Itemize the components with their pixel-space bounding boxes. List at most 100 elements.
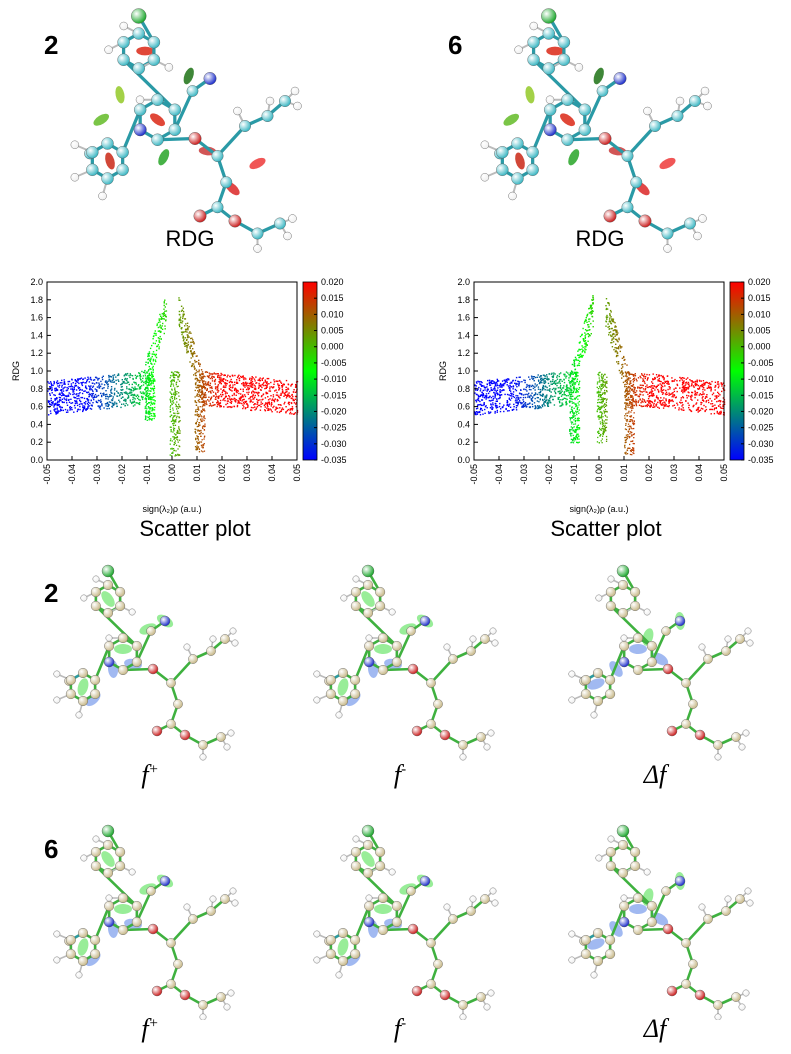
scatter-point: [173, 415, 175, 417]
scatter-point: [574, 382, 577, 384]
scatter-point: [151, 407, 154, 409]
scatter-point: [163, 332, 165, 335]
scatter-point: [534, 376, 537, 379]
scatter-point: [236, 376, 239, 379]
scatter-point: [581, 351, 583, 353]
scatter-point: [150, 396, 152, 398]
scatter-point: [76, 401, 78, 403]
scatter-point: [245, 378, 247, 380]
scatter-point: [584, 336, 587, 339]
scatter-point: [570, 381, 572, 384]
scatter-point: [477, 398, 479, 401]
scatter-point: [597, 388, 600, 390]
scatter-point: [287, 387, 289, 389]
scatter-point: [616, 329, 618, 332]
scatter-point: [534, 389, 536, 391]
scatter-point: [196, 435, 198, 437]
scatter-point: [147, 362, 149, 364]
scatter-point: [634, 387, 636, 389]
scatter-point: [267, 399, 270, 401]
scatter-point: [51, 404, 53, 406]
scatter-point: [233, 405, 236, 408]
scatter-point: [199, 384, 201, 387]
scatter-point: [625, 405, 627, 407]
scatter-point: [150, 402, 153, 404]
scatter-point: [266, 381, 268, 383]
scatter-point: [612, 333, 614, 336]
scatter-point: [222, 380, 225, 383]
scatter-point: [588, 334, 590, 336]
scatter-point: [142, 391, 144, 393]
scatter-point: [479, 390, 482, 392]
scatter-point: [662, 399, 664, 401]
scatter-point: [604, 424, 606, 426]
scatter-point: [165, 310, 168, 312]
scatter-point: [196, 445, 198, 447]
scatter-point: [244, 401, 247, 403]
scatter-point: [589, 318, 591, 320]
scatter-point: [155, 353, 157, 356]
scatter-point: [520, 403, 522, 405]
scatter-point: [170, 414, 172, 416]
scatter-point: [578, 428, 581, 430]
scatter-point: [714, 389, 716, 391]
scatter-point: [668, 394, 670, 396]
scatter-point: [655, 405, 657, 407]
scatter-point: [616, 347, 618, 349]
scatter-point: [63, 397, 65, 399]
scatter-point: [499, 382, 502, 385]
scatter-point: [578, 438, 580, 440]
scatter-point: [575, 358, 577, 360]
scatter-point: [150, 384, 152, 386]
scatter-point: [577, 350, 579, 352]
scatter-point: [604, 378, 606, 381]
scatter-point: [56, 409, 59, 411]
scatter-point: [633, 449, 635, 451]
scatter-point: [247, 393, 249, 395]
scatter-point: [178, 323, 181, 325]
scatter-point: [599, 423, 602, 425]
scatter-point: [220, 405, 222, 407]
scatter-point: [195, 404, 197, 406]
scatter-point: [597, 436, 599, 439]
scatter-point: [533, 376, 535, 378]
scatter-point: [577, 410, 579, 413]
isosurface: [568, 149, 580, 166]
scatter-point: [691, 399, 693, 401]
scatter-point: [90, 388, 93, 390]
scatter-point: [516, 405, 519, 407]
scatter-point: [578, 382, 580, 384]
scatter-point: [494, 394, 497, 397]
scatter-point: [251, 376, 253, 378]
scatter-point: [169, 426, 171, 428]
scatter-point: [534, 406, 537, 408]
scatter-point: [602, 392, 604, 394]
scatter-point: [686, 383, 688, 385]
x-tick-label: -0.05: [42, 464, 52, 485]
scatter-point: [627, 423, 630, 425]
scatter-point: [567, 372, 569, 374]
scatter-point: [632, 399, 634, 401]
scatter-point: [632, 406, 634, 408]
bond: [121, 108, 142, 154]
scatter-point: [244, 400, 246, 403]
scatter-point: [78, 393, 80, 395]
scatter-point: [658, 399, 661, 402]
scatter-point: [162, 315, 164, 317]
scatter-point: [243, 403, 245, 405]
scatter-point: [151, 376, 154, 378]
scatter-point: [570, 432, 572, 434]
scatter-point: [540, 390, 542, 393]
scatter-point: [662, 402, 664, 404]
scatter-point: [503, 410, 505, 413]
scatter-point: [203, 394, 206, 396]
scatter-point: [182, 316, 184, 318]
scatter-point: [703, 382, 705, 384]
scatter-point: [578, 387, 581, 389]
scatter-point: [293, 413, 295, 415]
scatter-point: [697, 411, 699, 413]
scatter-point: [600, 406, 602, 408]
scatter-point: [60, 394, 63, 397]
scatter-point: [187, 336, 189, 339]
scatter-point: [202, 418, 204, 420]
